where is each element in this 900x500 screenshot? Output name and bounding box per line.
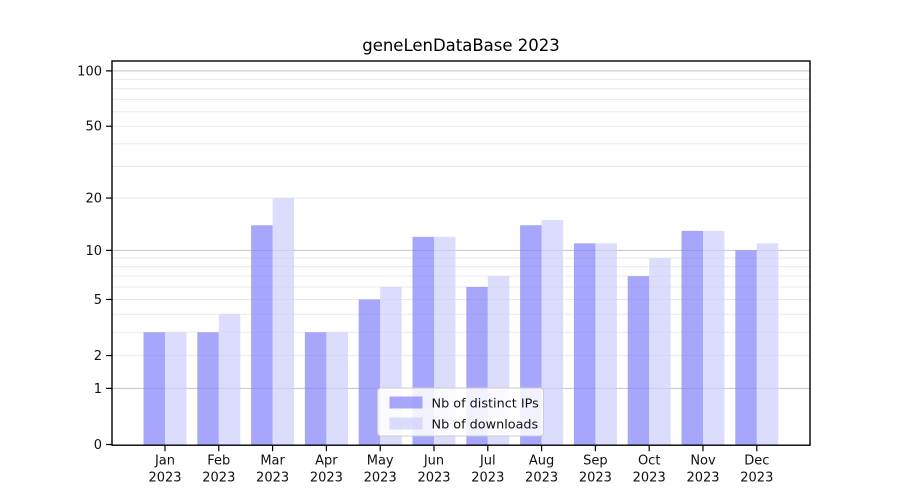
x-tick-label-month: Apr [315, 454, 338, 469]
bar-feb-series1 [218, 314, 241, 445]
x-tick-label-year: 2023 [525, 471, 558, 486]
y-tick-label: 0 [94, 438, 102, 453]
y-tick-label: 50 [85, 120, 102, 135]
y-tick-label: 2 [94, 349, 102, 364]
x-tick-label-month: Dec [744, 454, 769, 469]
x-tick-label-year: 2023 [256, 471, 289, 486]
bar-dec-series0 [735, 250, 757, 445]
y-tick-label: 5 [94, 293, 102, 308]
x-tick-label-month: Oct [638, 454, 660, 469]
x-tick-label-year: 2023 [740, 471, 773, 486]
legend-swatch-series0 [389, 396, 423, 409]
bar-nov-series1 [703, 230, 725, 445]
y-tick-label: 10 [85, 244, 102, 259]
x-tick-label-month: Nov [690, 454, 716, 469]
x-tick-label-month: Aug [529, 454, 554, 469]
bar-oct-series0 [627, 276, 650, 445]
x-tick-label-year: 2023 [148, 471, 181, 486]
bar-aug-series1 [541, 220, 564, 445]
legend-swatch-series1 [389, 417, 423, 430]
x-tick-label-year: 2023 [579, 471, 612, 486]
x-tick-label-year: 2023 [471, 471, 504, 486]
bar-sep-series1 [595, 243, 617, 445]
bar-feb-series0 [197, 332, 219, 445]
x-tick-label-year: 2023 [686, 471, 719, 486]
x-tick-label-year: 2023 [417, 471, 450, 486]
legend-label-series1: Nb of downloads [432, 418, 539, 433]
legend-label-series0: Nb of distinct IPs [432, 397, 540, 412]
y-tick-label: 100 [77, 64, 102, 79]
bar-apr-series0 [304, 332, 327, 445]
bar-jan-series1 [165, 332, 187, 445]
x-tick-label-year: 2023 [633, 471, 666, 486]
chart-title: geneLenDataBase 2023 [362, 36, 560, 55]
y-tick-label: 20 [85, 192, 102, 207]
bar-nov-series0 [681, 230, 703, 445]
bar-oct-series1 [649, 258, 671, 445]
bar-dec-series1 [756, 243, 779, 445]
x-tick-label-month: Jun [423, 454, 444, 469]
x-tick-label-month: Jul [479, 454, 496, 469]
x-tick-label-year: 2023 [310, 471, 343, 486]
bar-sep-series0 [573, 243, 596, 445]
bar-mar-series0 [251, 225, 273, 445]
x-tick-label-month: Feb [207, 454, 230, 469]
x-tick-label-month: May [367, 454, 394, 469]
x-tick-label-month: Jan [154, 454, 175, 469]
bar-may-series0 [358, 299, 381, 445]
y-tick-label: 1 [94, 382, 102, 397]
plot-frame [111, 60, 811, 446]
bar-mar-series1 [272, 198, 295, 445]
x-tick-label-month: Mar [260, 454, 285, 469]
x-tick-label-year: 2023 [202, 471, 235, 486]
bar-jan-series0 [143, 332, 165, 445]
bar-apr-series1 [326, 332, 348, 445]
x-tick-label-month: Sep [583, 454, 608, 469]
x-tick-label-year: 2023 [364, 471, 397, 486]
